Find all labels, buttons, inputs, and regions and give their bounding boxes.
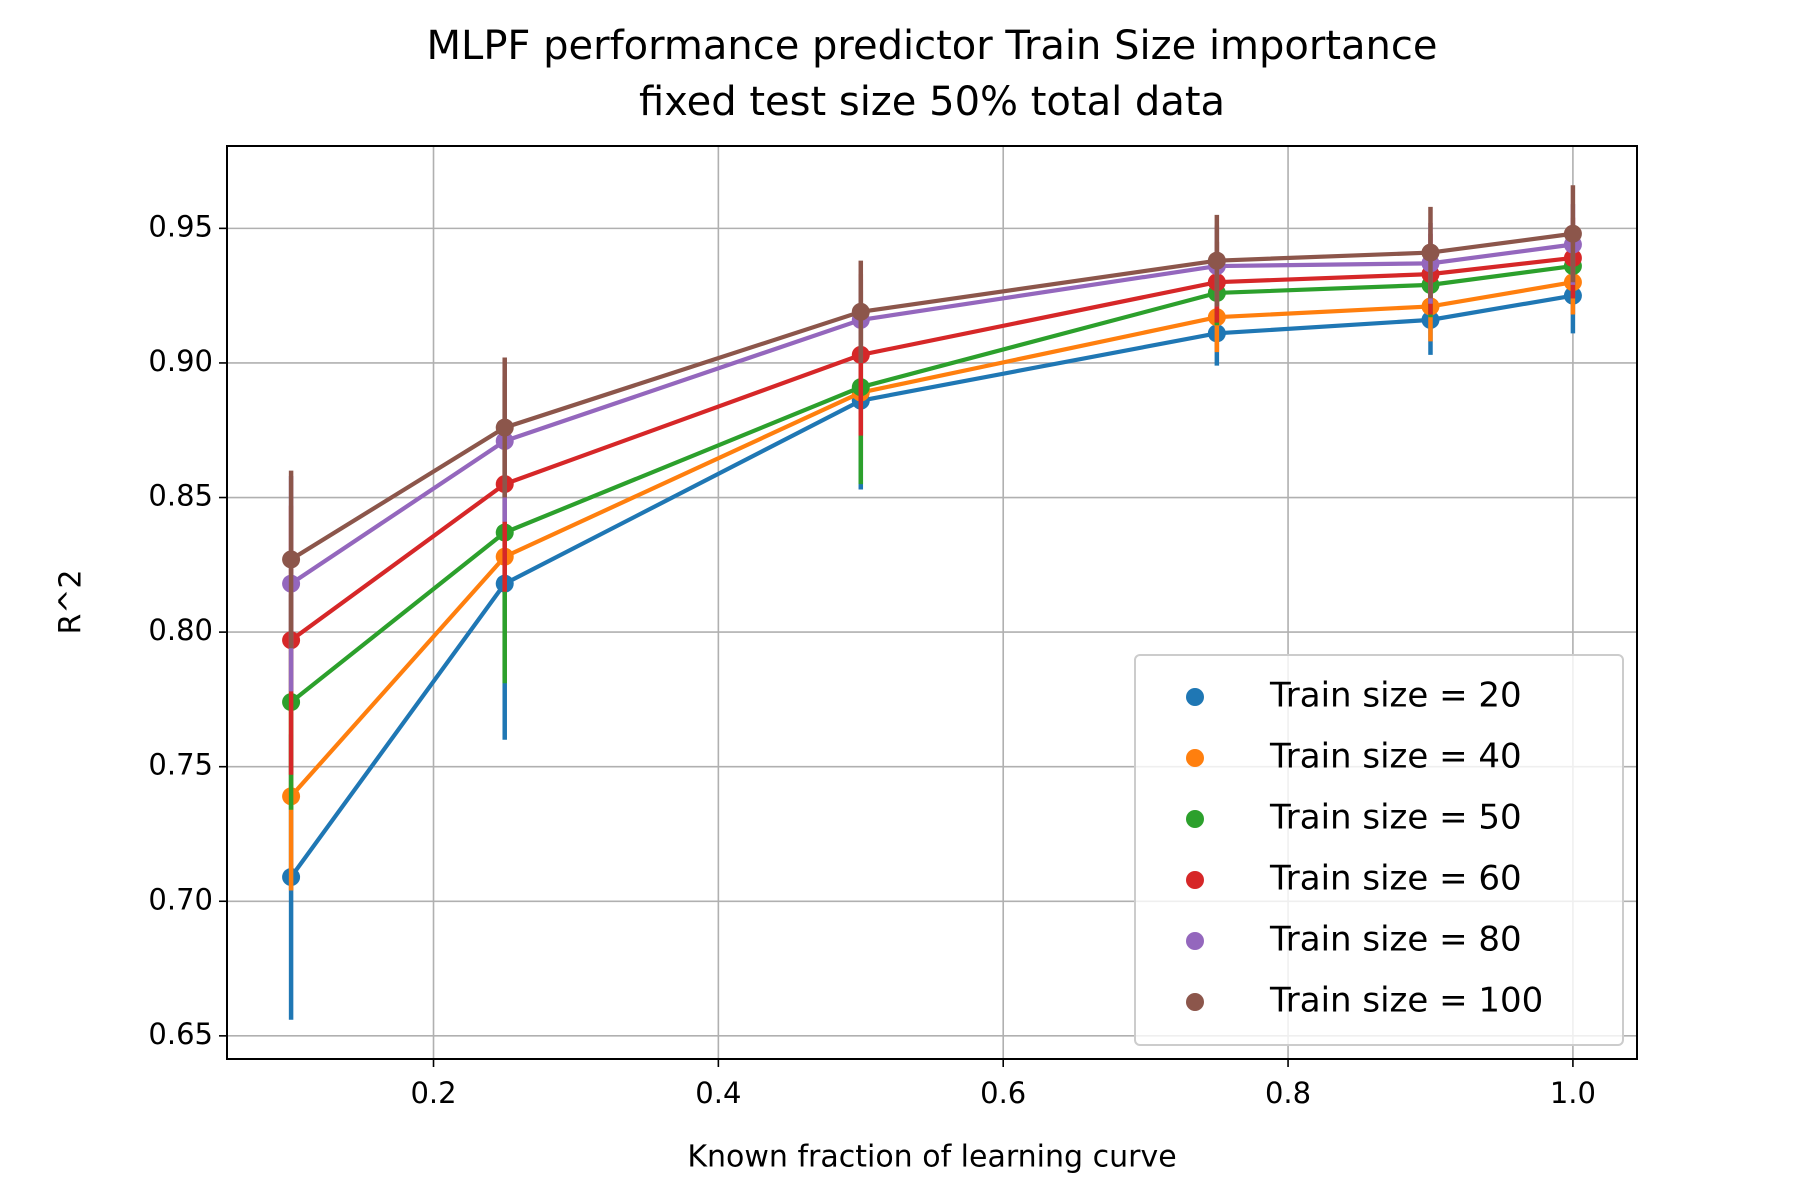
series-line [289,242,1574,586]
data-point [1563,224,1582,243]
series-line [289,293,1574,879]
legend-label: Train size = 20 [1269,676,1522,716]
series-line [289,231,1574,562]
legend-marker [1186,749,1204,767]
chart-subtitle: fixed test size 50% total data [639,79,1225,125]
data-point [1421,243,1440,262]
legend-marker [1186,932,1204,950]
legend-label: Train size = 60 [1269,859,1522,899]
series-line [289,263,1574,704]
chart-title: MLPF performance predictor Train Size im… [427,23,1438,69]
y-tick-label: 0.85 [148,479,213,513]
data-point [851,302,870,321]
y-tick-label: 0.65 [148,1017,213,1051]
y-tick-label: 0.95 [148,209,213,243]
x-axis-label: Known fraction of learning curve [687,1140,1176,1175]
series-line [289,280,1574,798]
legend-label: Train size = 80 [1269,920,1522,960]
legend-marker [1186,688,1204,706]
y-tick-label: 0.75 [148,748,213,782]
data-point [495,418,514,437]
x-tick-label: 1.0 [1550,1076,1596,1110]
legend-marker [1186,871,1204,889]
y-axis-label: R^2 [54,569,89,634]
legend: Train size = 20 Train size = 40 Train size… [1134,654,1624,1046]
x-tick-label: 0.6 [980,1076,1026,1110]
legend-label: Train size = 50 [1269,798,1522,838]
y-tick-label: 0.90 [148,344,213,378]
legend-label: Train size = 40 [1269,737,1522,777]
legend-marker [1186,810,1204,828]
legend-label: Train size = 100 [1269,981,1543,1021]
data-point [1207,251,1226,270]
x-tick-label: 0.8 [1265,1076,1311,1110]
x-tick-label: 0.4 [695,1076,741,1110]
y-tick-label: 0.70 [148,882,213,916]
series-line [289,255,1574,642]
y-tick-label: 0.80 [148,613,213,647]
legend-marker [1186,993,1204,1011]
plot-frame [226,145,1638,1060]
data-point [282,550,301,569]
x-tick-label: 0.2 [410,1076,456,1110]
legend-box [1134,654,1624,1046]
